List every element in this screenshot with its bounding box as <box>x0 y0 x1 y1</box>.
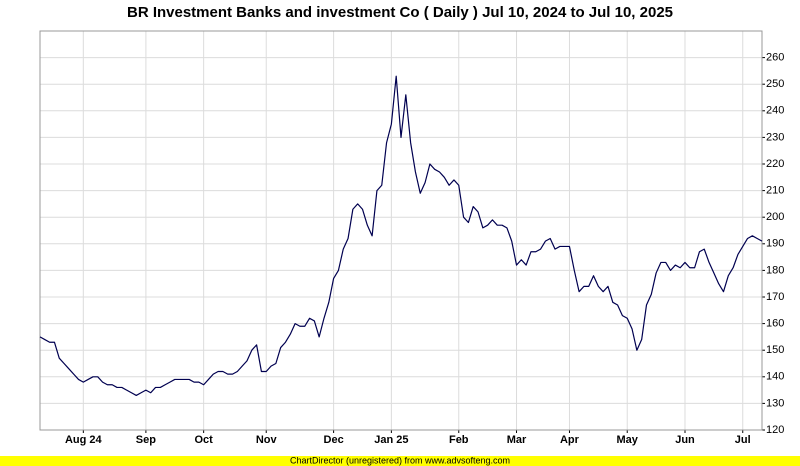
footer-bar <box>0 456 800 466</box>
y-tick-label: 130 <box>766 397 784 409</box>
y-tick-label: 240 <box>766 105 784 117</box>
x-tick-label: Oct <box>194 434 213 446</box>
y-tick-label: 150 <box>766 344 784 356</box>
y-tick-label: 190 <box>766 238 784 250</box>
y-tick-label: 250 <box>766 78 784 90</box>
x-tick-label: Jun <box>675 434 695 446</box>
plot-background <box>40 31 762 430</box>
y-tick-label: 210 <box>766 185 784 197</box>
y-tick-label: 170 <box>766 291 784 303</box>
y-tick-label: 180 <box>766 264 784 276</box>
y-tick-label: 230 <box>766 131 784 143</box>
x-tick-label: Nov <box>256 434 278 446</box>
chart-title: BR Investment Banks and investment Co ( … <box>127 4 673 21</box>
price-line <box>39 75 763 397</box>
y-tick-label: 200 <box>766 211 784 223</box>
x-tick-label: Jan 25 <box>374 434 408 446</box>
x-tick-label: May <box>617 434 639 446</box>
y-tick-label: 120 <box>766 424 784 436</box>
footer: ChartDirector (unregistered) from www.ad… <box>290 455 510 465</box>
y-tick-label: 140 <box>766 371 784 383</box>
x-tick-label: Sep <box>136 434 156 446</box>
y-tick-label: 160 <box>766 318 784 330</box>
x-tick-label: Aug 24 <box>65 434 103 446</box>
x-tick-label: Apr <box>560 434 580 446</box>
y-tick-label: 220 <box>766 158 784 170</box>
x-tick-label: Feb <box>449 434 469 446</box>
y-tick-label: 260 <box>766 52 784 64</box>
x-tick-label: Mar <box>507 434 527 446</box>
plot-border <box>39 30 763 431</box>
x-tick-label: Jul <box>735 434 751 446</box>
x-tick-label: Dec <box>324 434 344 446</box>
